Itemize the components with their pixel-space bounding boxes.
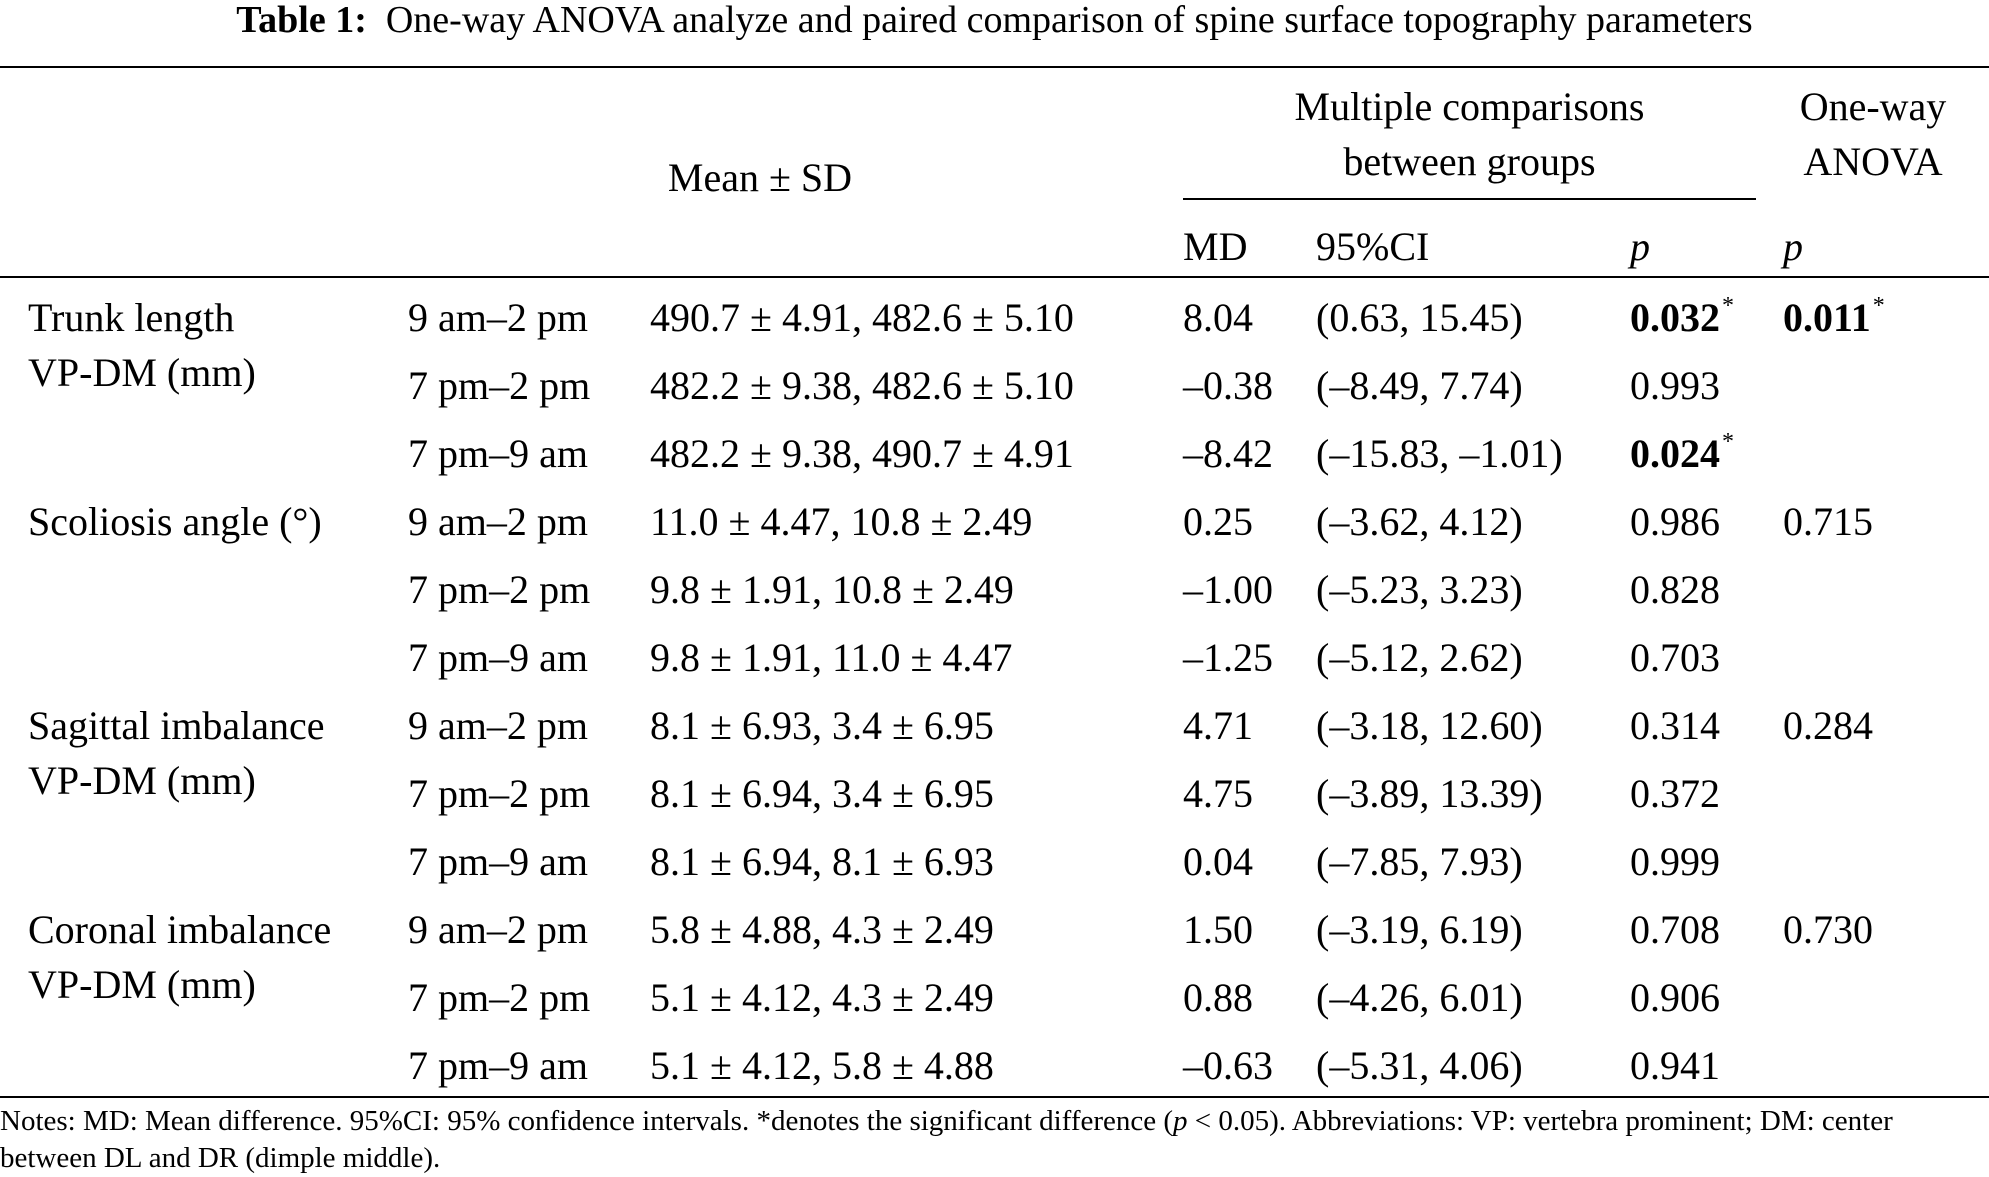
header-bottom-rule — [0, 276, 1989, 278]
mean-cell: 482.2 ± 9.38, 482.6 ± 5.10 — [650, 363, 1074, 408]
p-cell: 0.906 — [1630, 975, 1720, 1020]
time-cell: 7 pm–2 pm — [408, 363, 591, 408]
header-md: MD — [1183, 224, 1248, 269]
mean-cell: 9.8 ± 1.91, 10.8 ± 2.49 — [650, 567, 1014, 612]
p-cell: 0.024* — [1630, 429, 1734, 482]
md-cell: 1.50 — [1183, 907, 1253, 952]
md-cell: 4.71 — [1183, 703, 1253, 748]
param-label: Trunk length — [28, 295, 235, 340]
p-cell: 0.993 — [1630, 363, 1720, 408]
md-cell: –8.42 — [1183, 431, 1273, 476]
table-notes: Notes: MD: Mean difference. 95%CI: 95% c… — [0, 1103, 1989, 1177]
header-multiple-comparisons-1: Multiple comparisons — [1294, 84, 1645, 129]
ci-cell: (–3.19, 6.19) — [1316, 907, 1523, 952]
significance-marker: * — [1722, 429, 1734, 455]
mean-cell: 11.0 ± 4.47, 10.8 ± 2.49 — [650, 499, 1033, 544]
time-cell: 9 am–2 pm — [408, 295, 588, 340]
anova-p-value: 0.011 — [1783, 295, 1871, 340]
caption-label: Table 1: — [236, 0, 367, 41]
header-anova-1: One-way — [1799, 84, 1947, 129]
p-cell: 0.999 — [1630, 839, 1720, 884]
p-cell: 0.986 — [1630, 499, 1720, 544]
table-caption: Table 1: One-way ANOVA analyze and paire… — [0, 0, 1989, 44]
ci-cell: (–7.85, 7.93) — [1316, 839, 1523, 884]
p-value: 0.032 — [1630, 295, 1720, 340]
time-cell: 9 am–2 pm — [408, 499, 588, 544]
p-cell: 0.372 — [1630, 771, 1720, 816]
ci-cell: (–3.62, 4.12) — [1316, 499, 1523, 544]
param-label: Scoliosis angle (°) — [28, 499, 322, 544]
param-sublabel: VP-DM (mm) — [28, 962, 256, 1007]
notes-text-2: < 0.05). Abbreviations: VP: vertebra pro… — [0, 1105, 1893, 1174]
caption-title: One-way ANOVA analyze and paired compari… — [385, 0, 1753, 41]
header-ci: 95%CI — [1316, 224, 1430, 269]
md-cell: –0.63 — [1183, 1043, 1273, 1088]
ci-cell: (0.63, 15.45) — [1316, 295, 1523, 340]
md-cell: 0.25 — [1183, 499, 1253, 544]
time-cell: 7 pm–9 am — [408, 431, 588, 476]
md-cell: 0.04 — [1183, 839, 1253, 884]
mean-cell: 9.8 ± 1.91, 11.0 ± 4.47 — [650, 635, 1013, 680]
ci-cell: (–5.12, 2.62) — [1316, 635, 1523, 680]
header-anova-2: ANOVA — [1803, 139, 1943, 184]
md-cell: –1.00 — [1183, 567, 1273, 612]
param-label: Coronal imbalance — [28, 907, 332, 952]
ci-cell: (–3.89, 13.39) — [1316, 771, 1543, 816]
time-cell: 7 pm–9 am — [408, 1043, 588, 1088]
header-anova-p: p — [1783, 224, 1803, 269]
ci-cell: (–3.18, 12.60) — [1316, 703, 1543, 748]
p-cell: 0.314 — [1630, 703, 1720, 748]
mean-cell: 482.2 ± 9.38, 490.7 ± 4.91 — [650, 431, 1074, 476]
notes-text-1: Notes: MD: Mean difference. 95%CI: 95% c… — [0, 1105, 1174, 1137]
mean-cell: 8.1 ± 6.94, 3.4 ± 6.95 — [650, 771, 994, 816]
top-rule — [0, 66, 1989, 68]
ci-cell: (–8.49, 7.74) — [1316, 363, 1523, 408]
time-cell: 9 am–2 pm — [408, 703, 588, 748]
p-cell: 0.941 — [1630, 1043, 1720, 1088]
md-cell: 4.75 — [1183, 771, 1253, 816]
p-value: 0.024 — [1630, 431, 1720, 476]
mean-cell: 5.1 ± 4.12, 5.8 ± 4.88 — [650, 1043, 994, 1088]
md-cell: –1.25 — [1183, 635, 1273, 680]
ci-cell: (–5.23, 3.23) — [1316, 567, 1523, 612]
md-cell: 0.88 — [1183, 975, 1253, 1020]
md-cell: –0.38 — [1183, 363, 1273, 408]
anova-p-cell: 0.284 — [1783, 703, 1873, 748]
significance-marker: * — [1722, 293, 1734, 319]
mean-cell: 8.1 ± 6.93, 3.4 ± 6.95 — [650, 703, 994, 748]
header-multiple-comparisons-2: between groups — [1343, 139, 1596, 184]
mean-cell: 5.1 ± 4.12, 4.3 ± 2.49 — [650, 975, 994, 1020]
header-p: p — [1630, 224, 1650, 269]
significance-marker: * — [1872, 293, 1885, 319]
p-cell: 0.032* — [1630, 293, 1734, 346]
time-cell: 7 pm–9 am — [408, 635, 588, 680]
time-cell: 7 pm–9 am — [408, 839, 588, 884]
bottom-rule — [0, 1096, 1989, 1098]
notes-p: p — [1173, 1105, 1188, 1137]
anova-p-cell: 0.715 — [1783, 499, 1873, 544]
time-cell: 7 pm–2 pm — [408, 975, 591, 1020]
time-cell: 9 am–2 pm — [408, 907, 588, 952]
anova-p-cell: 0.011* — [1783, 293, 1885, 346]
ci-cell: (–4.26, 6.01) — [1316, 975, 1523, 1020]
time-cell: 7 pm–2 pm — [408, 771, 591, 816]
mean-cell: 8.1 ± 6.94, 8.1 ± 6.93 — [650, 839, 994, 884]
group-header-rule — [1183, 198, 1756, 200]
mean-cell: 490.7 ± 4.91, 482.6 ± 5.10 — [650, 295, 1074, 340]
p-cell: 0.703 — [1630, 635, 1720, 680]
param-label: Sagittal imbalance — [28, 703, 325, 748]
p-cell: 0.828 — [1630, 567, 1720, 612]
param-sublabel: VP-DM (mm) — [28, 758, 256, 803]
md-cell: 8.04 — [1183, 295, 1253, 340]
ci-cell: (–15.83, –1.01) — [1316, 431, 1563, 476]
param-sublabel: VP-DM (mm) — [28, 350, 256, 395]
anova-p-cell: 0.730 — [1783, 907, 1873, 952]
p-cell: 0.708 — [1630, 907, 1720, 952]
header-mean-sd: Mean ± SD — [667, 155, 853, 200]
time-cell: 7 pm–2 pm — [408, 567, 591, 612]
mean-cell: 5.8 ± 4.88, 4.3 ± 2.49 — [650, 907, 994, 952]
ci-cell: (–5.31, 4.06) — [1316, 1043, 1523, 1088]
